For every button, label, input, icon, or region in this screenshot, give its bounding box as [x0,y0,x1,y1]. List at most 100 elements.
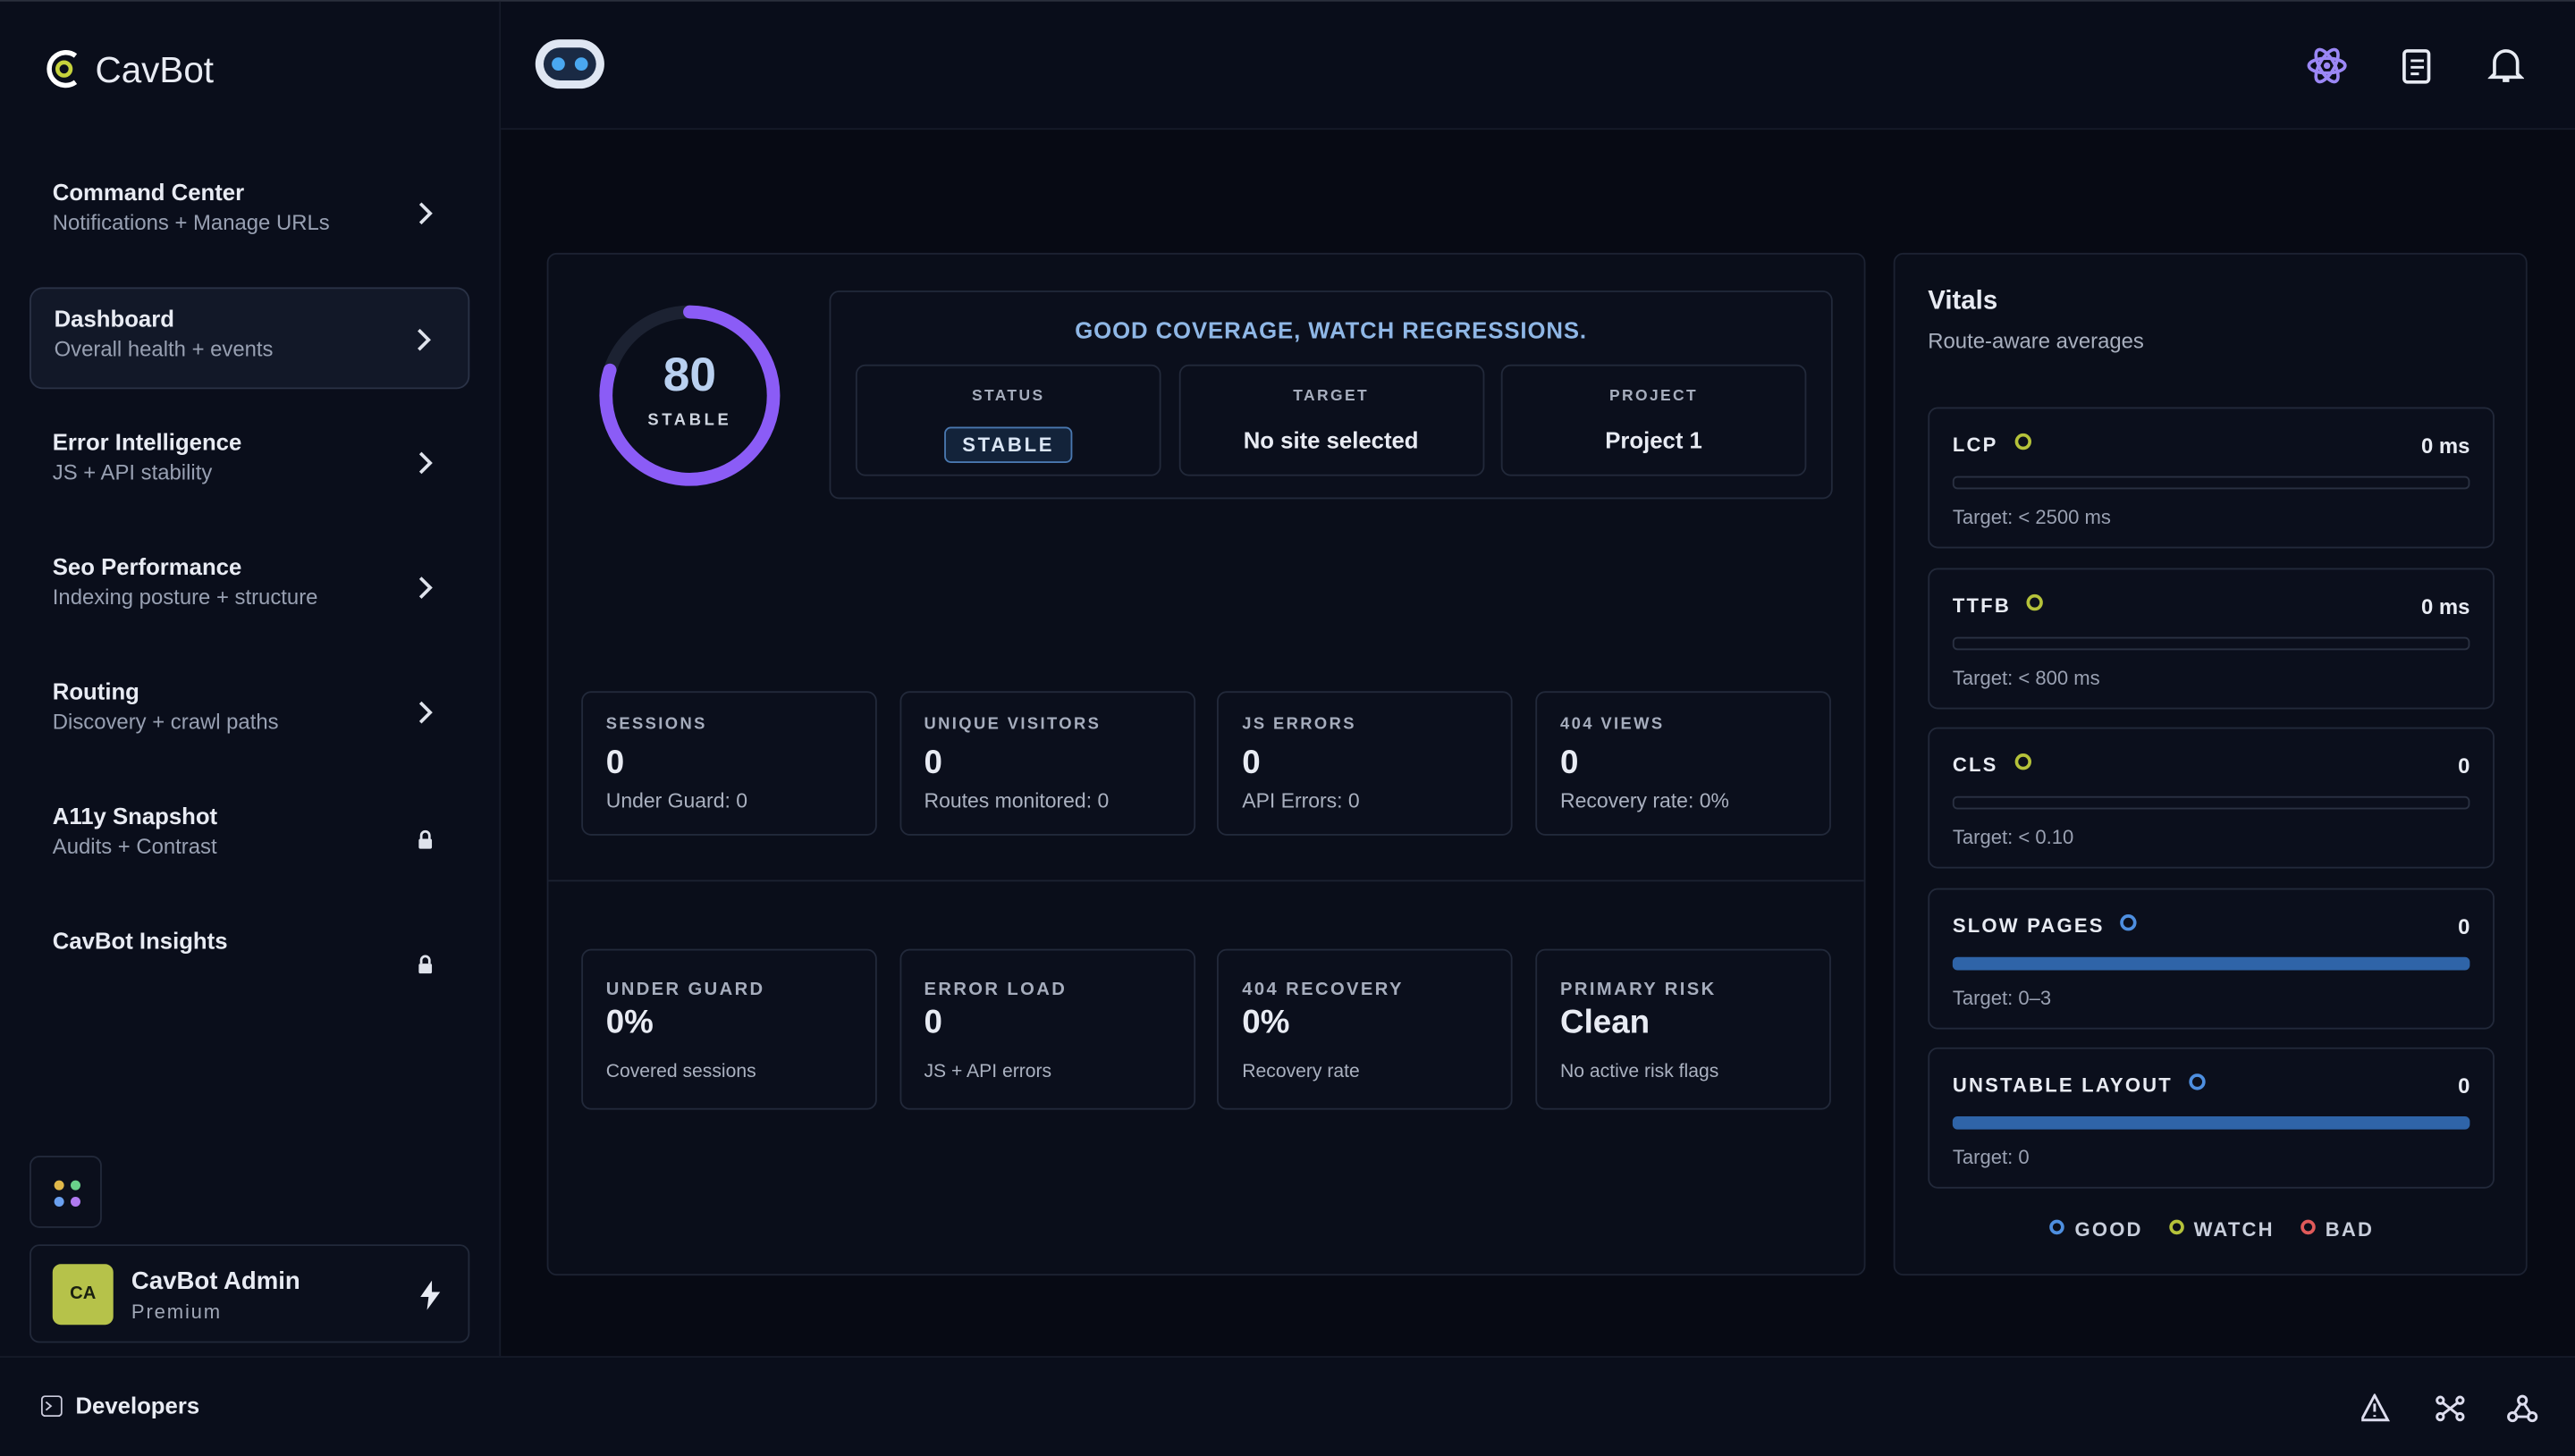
vital-track [1952,955,2470,970]
score-value: 80 [663,349,717,402]
stat-value: 0 [924,745,942,782]
legend-dot [2049,1219,2065,1235]
stat-note: Routes monitored: 0 [924,789,1110,813]
stat-value: 0 [924,1005,942,1041]
vital-label: CLS [1952,753,1998,777]
stat-label: UNIQUE VISITORS [924,715,1102,735]
vital-name: SLOW PAGES [1953,913,2138,937]
stat-label: JS ERRORS [1242,715,1356,735]
legend-label: BAD [2325,1217,2375,1241]
nav-item[interactable]: Routing Discovery + crawl paths [30,661,469,763]
stat-label: 404 RECOVERY [1242,980,1404,1000]
vital-card: UNSTABLE LAYOUT 0 Target: 0 [1928,1047,2495,1189]
logo-icon [46,50,78,88]
divider [548,879,1864,882]
overview-panel: 80 STABLE GOOD COVERAGE, WATCH REGRESSIO… [546,252,1866,1276]
stat-card: 404 VIEWS 0 Recovery rate: 0% [1535,691,1832,836]
user-plan: Premium [131,1300,222,1324]
atom-button[interactable] [2306,45,2349,88]
vital-target: Target: < 0.10 [1952,825,2074,849]
legend-item: GOOD [2049,1218,2143,1241]
vitals-subtitle: Route-aware averages [1928,328,2144,353]
coverage-cell: TARGET No site selected [1178,364,1484,476]
stat-label: ERROR LOAD [924,980,1068,1000]
cell-label: TARGET [1293,387,1370,406]
nav-item[interactable]: A11y Snapshot Audits + Contrast [30,787,469,888]
legend-item: BAD [2301,1218,2374,1241]
nav-item[interactable]: Command Center Notifications + Manage URL… [30,163,469,265]
nav-item[interactable]: Dashboard Overall health + events [30,287,470,390]
stat-note: Covered sessions [605,1062,756,1082]
vital-name: TTFB [1953,593,2044,617]
nav-subtitle: Indexing posture + structure [52,584,318,610]
vital-card: SLOW PAGES 0 Target: 0–3 [1928,887,2495,1029]
vital-target: Target: < 800 ms [1952,665,2100,689]
user-name: CavBot Admin [131,1267,300,1296]
footer: Developers [0,1356,2575,1456]
status-dot [2014,433,2031,450]
stat-value: 0 [1560,745,1579,782]
stat-card: ERROR LOAD 0 JS + API errors [899,948,1195,1110]
stat-card: 404 RECOVERY 0% Recovery rate [1217,948,1514,1110]
vital-value: 0 [2458,1073,2470,1098]
user-card[interactable]: CA CavBot Admin Premium [30,1244,470,1343]
vital-label: UNSTABLE LAYOUT [1952,1073,2173,1097]
score-label: STABLE [647,412,732,431]
cell-label: STATUS [971,387,1045,406]
stat-label: SESSIONS [605,715,707,735]
vital-label: LCP [1952,433,1998,457]
status-dot [2121,913,2138,930]
status-dot [2189,1073,2206,1090]
status-dot [2027,593,2044,610]
bot-icon [535,39,604,89]
notes-button[interactable] [2401,46,2434,85]
vital-target: Target: < 2500 ms [1952,505,2111,529]
nav-title: Dashboard [54,305,174,332]
vital-name: CLS [1952,753,2031,777]
vital-name: LCP [1952,433,2031,457]
nav-title: Routing [52,678,139,704]
vitals-panel: Vitals Route-aware averages LCP 0 ms Targe… [1893,252,2528,1276]
coverage-cell: PROJECT Project 1 [1500,364,1807,476]
header [501,1,2575,130]
nav-subtitle: Notifications + Manage URLs [52,210,330,235]
stat-note: Under Guard: 0 [605,789,748,813]
nav-subtitle: JS + API stability [52,459,213,484]
legend-dot [2169,1219,2184,1235]
stat-value: 0% [605,1005,654,1041]
status-dot [2014,753,2031,770]
stat-card: SESSIONS 0 Under Guard: 0 [581,691,877,836]
stat-card: UNIQUE VISITORS 0 Routes monitored: 0 [899,691,1195,836]
nav-subtitle: Discovery + crawl paths [52,709,279,735]
brand: CavBot [95,49,215,91]
stat-note: No active risk flags [1560,1062,1719,1082]
stat-note: API Errors: 0 [1242,789,1360,813]
bell-button[interactable] [2487,46,2525,85]
nav-title: Error Intelligence [52,428,242,455]
cell-label: PROJECT [1608,387,1699,406]
developers-link[interactable]: Developers [75,1392,200,1418]
footer-icons [2361,1393,2538,1423]
vital-target: Target: 0–3 [1952,985,2052,1009]
legend-label: WATCH [2193,1217,2275,1241]
vitals-title: Vitals [1928,287,1998,316]
vital-value: 0 ms [2420,433,2470,459]
vital-track [1952,1115,2470,1130]
cell-value: Project 1 [1605,426,1702,453]
apps-button[interactable] [30,1156,102,1228]
vital-track [1952,795,2470,810]
vital-value: 0 ms [2420,593,2470,619]
stat-label: 404 VIEWS [1560,715,1665,735]
stat-note: Recovery rate: 0% [1560,789,1729,813]
avatar: CA [52,1264,114,1326]
stat-value: 0% [1242,1005,1290,1041]
nav-title: CavBot Insights [52,927,228,955]
nav-item[interactable]: Seo Performance Indexing posture + struct… [30,537,469,639]
nav-item[interactable]: CavBot Insights [30,911,469,1013]
nav-title: Command Center [52,179,245,206]
vital-label: TTFB [1952,593,2011,617]
cell-value: No site selected [1243,426,1419,453]
nav-item[interactable]: Error Intelligence JS + API stability [30,412,469,514]
stat-label: PRIMARY RISK [1560,980,1717,1000]
